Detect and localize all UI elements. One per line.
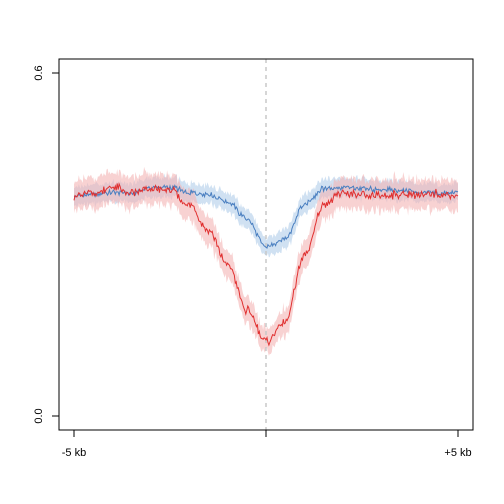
y-tick-label-0: 0.0 (33, 408, 45, 423)
series-lines (73, 182, 459, 347)
y-tick-label-1: 0.6 (33, 65, 45, 80)
series-2-band (74, 166, 458, 356)
x-tick-label-0: -5 kb (62, 447, 86, 459)
x-tick-label-2: +5 kb (444, 447, 471, 459)
y-axis: 0.0 0.6 (33, 65, 59, 424)
confidence-bands (74, 166, 458, 356)
series-2-line (73, 182, 459, 347)
x-axis: -5 kb +5 kb (62, 430, 472, 459)
